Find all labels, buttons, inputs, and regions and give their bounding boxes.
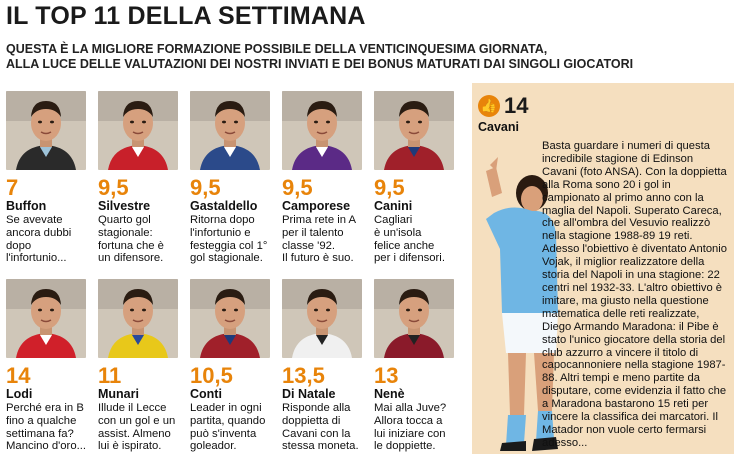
- player-desc: Leader in ogni partita, quando può s'inv…: [190, 402, 266, 453]
- player-desc: Prima rete in A per il talento classe '9…: [282, 214, 357, 265]
- featured-score-header: 👍 14: [478, 93, 528, 119]
- player-desc: Risponde alla doppietta di Cavani con la…: [282, 402, 359, 453]
- page-title: IL TOP 11 DELLA SETTIMANA: [6, 2, 366, 30]
- player-card: 9,5 Silvestre Quarto gol stagionale: fortu…: [98, 91, 184, 265]
- player-desc: Cagliari è un'isola felice anche per i d…: [374, 214, 445, 265]
- player-name: Lodi: [6, 387, 33, 401]
- player-score: 13,5: [282, 363, 325, 388]
- player-photo: [282, 279, 362, 358]
- player-desc: Perché era in B fino a qualche settimana…: [6, 402, 87, 453]
- player-photo: [374, 91, 454, 170]
- player-photo: [374, 279, 454, 358]
- player-desc: Ritorna dopo l'infortunio e festeggia co…: [190, 214, 268, 265]
- player-score: 11: [98, 363, 122, 388]
- player-card: 11 Munari Illude il Lecce con un gol e un …: [98, 279, 184, 453]
- player-score: 13: [374, 363, 399, 388]
- player-name: Buffon: [6, 199, 47, 213]
- player-card: 13 Nenè Mai alla Juve? Allora tocca a lui …: [374, 279, 460, 453]
- featured-score: 14: [504, 93, 529, 118]
- player-desc: Quarto gol stagionale: fortuna che è un …: [98, 214, 164, 265]
- player-card: 9,5 Gastaldello Ritorna dopo l'infortunio …: [190, 91, 276, 265]
- player-score: 9,5: [282, 175, 313, 200]
- player-card: 9,5 Camporese Prima rete in A per il talen…: [282, 91, 368, 265]
- player-desc: Se avevate ancora dubbi dopo l'infortuni…: [6, 214, 72, 265]
- featured-player-text: Basta guardare i numeri di questa incred…: [542, 140, 727, 449]
- player-photo: [6, 91, 86, 170]
- player-photo: [190, 91, 270, 170]
- player-card: 13,5 Di Natale Risponde alla doppietta di …: [282, 279, 368, 453]
- featured-player-photo: [486, 157, 558, 451]
- player-photo: [6, 279, 86, 358]
- player-desc: Mai alla Juve? Allora tocca a lui inizia…: [374, 402, 447, 453]
- subtitle-line-1: QUESTA È LA MIGLIORE FORMAZIONE POSSIBIL…: [6, 42, 548, 56]
- player-card: 14 Lodi Perché era in B fino a qualche set…: [6, 279, 92, 453]
- player-name: Silvestre: [98, 199, 151, 213]
- player-score: 9,5: [190, 175, 221, 200]
- player-photo: [282, 91, 362, 170]
- player-name: Conti: [190, 387, 222, 401]
- player-desc: Illude il Lecce con un gol e un assist. …: [98, 402, 176, 453]
- player-score: 9,5: [98, 175, 129, 200]
- subtitle-line-2: ALLA LUCE DELLE VALUTAZIONI DEI NOSTRI I…: [6, 57, 634, 71]
- player-photo: [98, 91, 178, 170]
- player-name: Gastaldello: [190, 199, 258, 213]
- player-name: Nenè: [374, 387, 405, 401]
- player-name: Di Natale: [282, 387, 336, 401]
- player-score: 7: [6, 175, 19, 200]
- player-card: 10,5 Conti Leader in ogni partita, quando …: [190, 279, 276, 453]
- page-subtitle: QUESTA È LA MIGLIORE FORMAZIONE POSSIBIL…: [6, 42, 741, 72]
- thumbs-up-icon: 👍: [478, 95, 500, 117]
- player-score: 14: [6, 363, 31, 388]
- featured-player-name: Cavani: [478, 120, 519, 134]
- player-photo: [98, 279, 178, 358]
- player-card: 9,5 Canini Cagliari è un'isola felice anch…: [374, 91, 460, 265]
- featured-player-panel: 👍 14 Cavani Basta guardare i numeri di q…: [472, 83, 734, 454]
- player-photo: [190, 279, 270, 358]
- player-card: 7 Buffon Se avevate ancora dubbi dopo l'in…: [6, 91, 92, 265]
- player-name: Canini: [374, 199, 413, 213]
- player-score: 10,5: [190, 363, 233, 388]
- player-score: 9,5: [374, 175, 405, 200]
- player-name: Munari: [98, 387, 139, 401]
- player-name: Camporese: [282, 199, 351, 213]
